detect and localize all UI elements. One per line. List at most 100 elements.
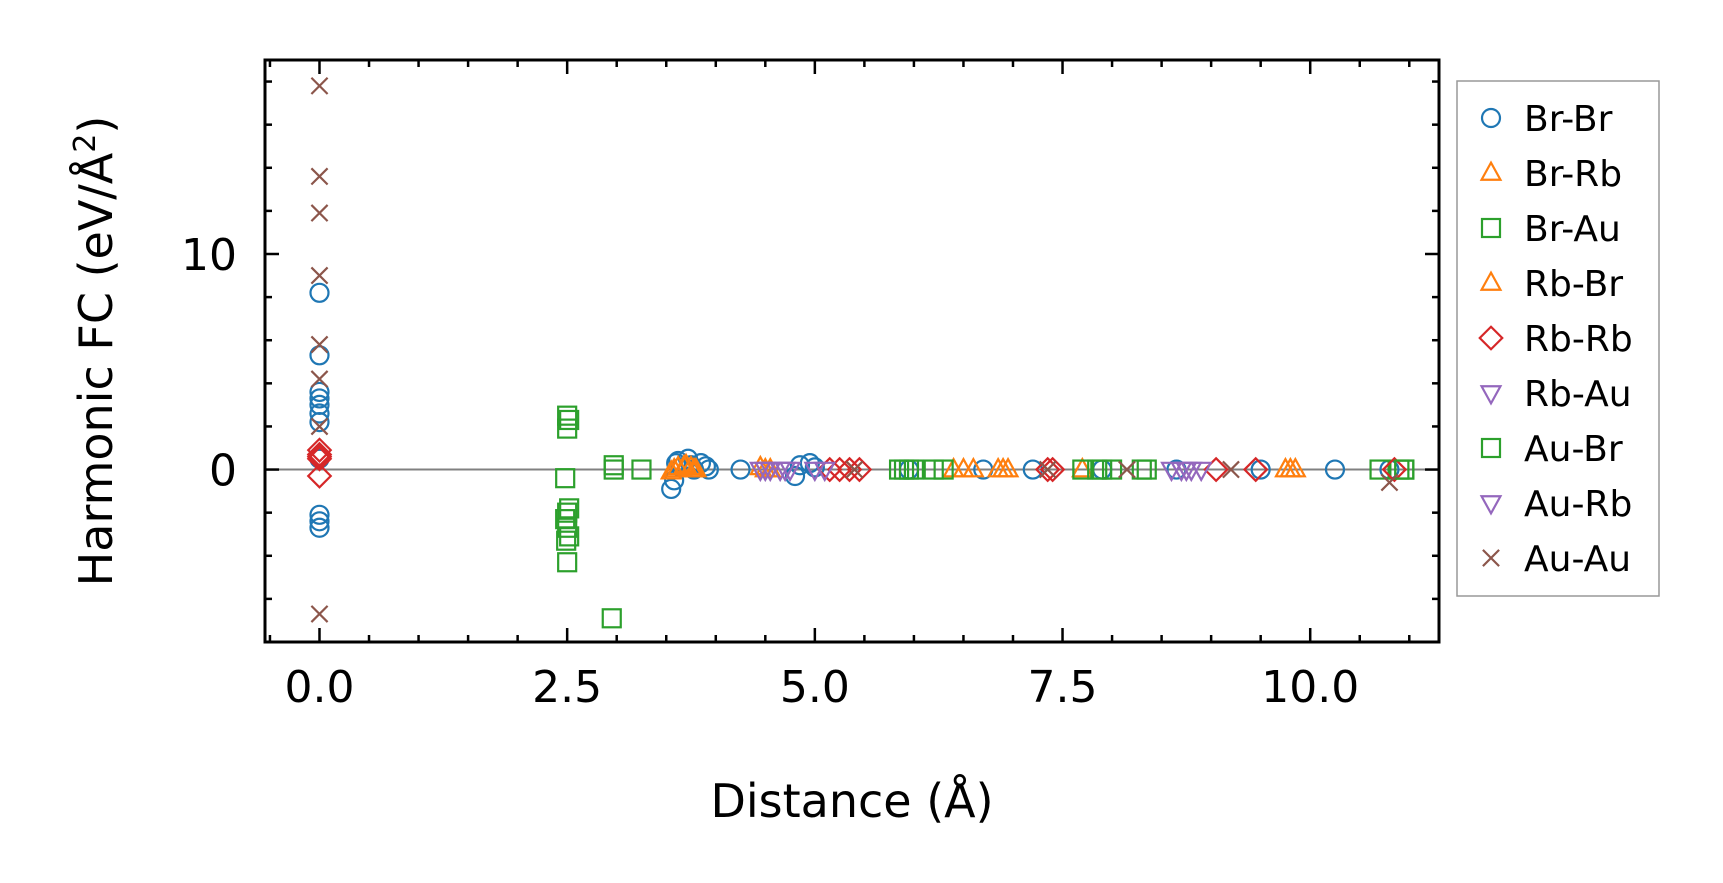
series-rb-br <box>662 453 1302 478</box>
point-au-au <box>310 204 329 222</box>
x-tick-label: 5.0 <box>780 662 850 713</box>
point-au-rb <box>753 461 777 483</box>
point-rb-br <box>682 456 706 478</box>
legend-label: Au-Br <box>1524 429 1623 470</box>
series-au-rb <box>753 461 1198 483</box>
series-rb-rb <box>306 437 1408 489</box>
series-au-br <box>603 459 1415 480</box>
point-br-br <box>789 455 811 476</box>
legend-label: Br-Au <box>1524 209 1621 250</box>
y-axis-label-sup: 2 <box>68 134 103 153</box>
point-rb-rb <box>306 445 333 472</box>
point-au-au <box>1118 460 1136 479</box>
plot-frame <box>263 58 1441 644</box>
legend-marker <box>1482 549 1500 567</box>
point-rb-br <box>991 456 1015 478</box>
legend-marker <box>1479 385 1503 406</box>
legend-entry-au-rb: Au-Rb <box>1479 484 1632 525</box>
legend-entry-rb-br: Rb-Br <box>1479 264 1623 305</box>
x-tick-label: 2.5 <box>532 662 602 713</box>
point-rb-au <box>1189 461 1213 483</box>
y-axis-label: Harmonic FC (eV/Å2) <box>68 116 124 587</box>
point-au-br <box>903 459 925 480</box>
point-br-au <box>556 530 577 551</box>
legend-label: Au-Au <box>1524 539 1631 580</box>
point-au-au <box>310 605 329 623</box>
point-au-br <box>1101 459 1123 480</box>
point-br-rb <box>749 454 772 476</box>
y-axis-label-close: ) <box>69 116 123 134</box>
legend-marker <box>1479 160 1503 181</box>
point-br-au <box>559 498 580 519</box>
point-rb-br <box>1279 456 1302 478</box>
point-rb-rb <box>306 463 333 489</box>
legend-entry-br-au: Br-Au <box>1480 209 1621 250</box>
legend-marker <box>1479 495 1503 516</box>
series-br-au <box>555 405 1415 629</box>
point-au-au <box>310 417 329 436</box>
x-tick-label: 7.5 <box>1028 662 1098 713</box>
legend-marker <box>1480 107 1502 129</box>
point-rb-br <box>962 456 985 478</box>
y-tick-label: 10 <box>181 230 237 281</box>
x-tick-label: 10.0 <box>1261 662 1359 713</box>
point-au-au <box>1038 460 1057 479</box>
legend-entry-rb-au: Rb-Au <box>1479 374 1632 415</box>
point-rb-rb <box>306 437 333 463</box>
point-br-br <box>309 511 330 532</box>
point-au-br <box>1087 459 1108 480</box>
point-br-au <box>631 459 652 480</box>
point-rb-br <box>672 453 696 475</box>
y-axis-label-main: Harmonic FC (eV/Å <box>69 152 123 586</box>
legend-label: Rb-Br <box>1524 264 1623 305</box>
point-br-br <box>1250 459 1271 480</box>
legend-label: Au-Rb <box>1524 484 1632 525</box>
point-br-au <box>557 418 578 439</box>
point-rb-rb <box>1242 456 1269 483</box>
point-br-au <box>557 502 578 523</box>
point-au-au <box>310 335 329 354</box>
point-au-rb <box>1175 461 1198 483</box>
point-br-rb <box>952 456 975 478</box>
point-au-br <box>603 459 624 480</box>
point-br-au <box>557 405 578 426</box>
x-axis-label: Distance (Å) <box>710 774 993 828</box>
legend-entry-au-au: Au-Au <box>1482 539 1631 580</box>
legend-label: Br-Rb <box>1524 154 1622 195</box>
point-br-au <box>555 468 576 489</box>
point-rb-au <box>813 461 837 483</box>
point-br-au <box>601 608 622 629</box>
x-tick-label: 0.0 <box>284 662 354 713</box>
point-br-br <box>309 403 330 424</box>
point-br-au <box>557 552 578 573</box>
series-au-au <box>310 76 1399 623</box>
legend: Br-Br Br-Rb Br-Au Rb-Br Rb-Rb Rb-Au Au-Br Au-Rb… <box>1456 80 1660 597</box>
point-rb-br <box>753 456 777 478</box>
point-br-br <box>309 345 330 366</box>
legend-label: Br-Br <box>1524 99 1613 140</box>
point-br-au <box>1072 459 1093 480</box>
point-br-au <box>603 455 624 476</box>
point-au-au <box>845 460 864 479</box>
point-au-rb <box>773 461 797 483</box>
point-br-au <box>559 526 580 547</box>
legend-label: Rb-Au <box>1524 374 1632 415</box>
point-br-au <box>1136 459 1157 480</box>
point-br-br <box>661 478 682 500</box>
point-rb-rb <box>1381 456 1408 483</box>
point-rb-br <box>662 456 686 478</box>
legend-entry-br-rb: Br-Rb <box>1479 154 1622 195</box>
legend-marker <box>1479 270 1503 291</box>
point-br-br <box>309 282 330 303</box>
legend-marker <box>1478 325 1504 351</box>
point-au-au <box>1380 473 1399 492</box>
point-au-au <box>310 266 329 285</box>
point-au-au <box>310 76 329 95</box>
point-au-au <box>1222 460 1240 479</box>
point-rb-rb <box>1034 456 1061 483</box>
y-tick-label: 0 <box>209 446 237 497</box>
point-au-au <box>310 370 329 388</box>
point-au-au <box>310 167 329 186</box>
point-br-br <box>1324 459 1346 480</box>
